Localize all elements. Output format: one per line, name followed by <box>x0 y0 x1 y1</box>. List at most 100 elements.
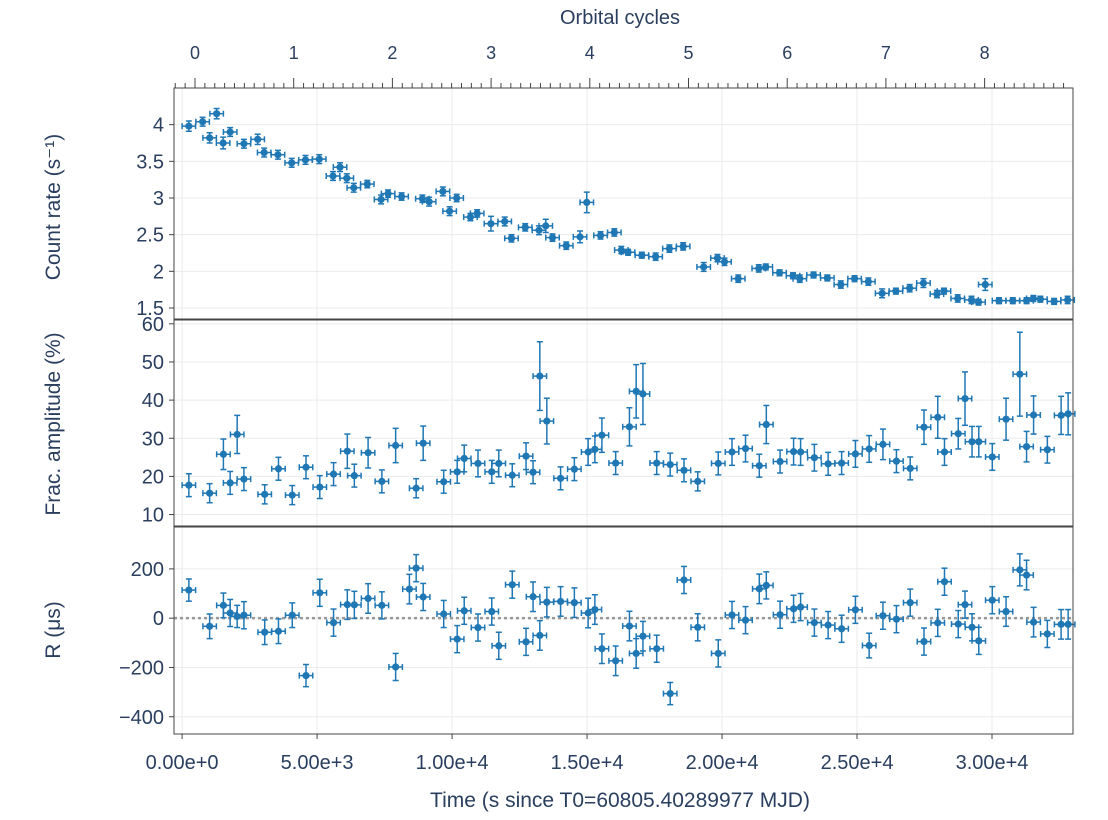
y-axis-title-count-rate: Count rate (s⁻¹) <box>42 134 65 280</box>
data-marker <box>920 423 928 431</box>
data-point-frac-amplitude <box>284 484 300 506</box>
data-marker <box>892 457 901 465</box>
data-point-frac-amplitude <box>339 433 355 470</box>
data-marker <box>412 564 420 572</box>
data-point-r-delay <box>470 613 486 642</box>
data-point-frac-amplitude <box>215 438 231 471</box>
data-point-frac-amplitude <box>847 439 863 469</box>
y-tick-label: −200 <box>119 657 164 679</box>
data-point-r-delay <box>936 567 952 597</box>
data-point-count-rate <box>902 283 918 293</box>
data-marker <box>775 269 784 277</box>
data-marker <box>612 459 620 467</box>
data-point-r-delay <box>388 652 404 682</box>
data-point-frac-amplitude <box>710 451 726 476</box>
data-marker <box>529 593 537 601</box>
data-marker <box>508 581 516 589</box>
data-point-r-delay <box>539 586 555 618</box>
data-marker <box>797 448 805 456</box>
data-marker <box>329 619 338 627</box>
data-marker <box>343 447 351 455</box>
data-marker <box>240 475 248 483</box>
data-marker <box>679 242 687 250</box>
data-point-r-delay <box>971 626 987 656</box>
data-marker <box>653 459 661 467</box>
data-point-r-delay <box>491 631 507 661</box>
data-point-frac-amplitude <box>738 434 754 463</box>
data-point-frac-amplitude <box>608 450 624 476</box>
data-marker <box>425 198 433 206</box>
x-tick-label: 0.00e+0 <box>146 752 219 774</box>
data-point-frac-amplitude <box>834 450 850 476</box>
data-point-count-rate <box>1032 295 1048 303</box>
data-marker <box>336 163 344 171</box>
data-point-count-rate <box>346 182 362 193</box>
data-marker <box>975 438 983 446</box>
data-point-frac-amplitude <box>1026 395 1042 435</box>
top-tick-label: 6 <box>782 43 792 63</box>
data-marker <box>219 450 228 458</box>
data-point-count-rate <box>860 277 876 287</box>
data-marker <box>206 622 214 630</box>
data-point-frac-amplitude <box>861 434 877 464</box>
data-point-frac-amplitude <box>690 471 706 492</box>
data-marker <box>892 615 901 623</box>
data-marker <box>961 394 969 403</box>
data-point-r-delay <box>861 632 877 659</box>
data-point-count-rate <box>256 147 272 158</box>
data-point-frac-amplitude <box>518 442 534 471</box>
data-point-r-delay <box>181 578 197 602</box>
data-point-r-delay <box>806 608 822 637</box>
data-point-r-delay <box>312 578 328 608</box>
data-marker <box>906 464 914 472</box>
data-marker <box>495 459 503 468</box>
data-marker <box>934 619 942 627</box>
data-marker <box>274 627 283 635</box>
data-point-r-delay <box>449 624 465 654</box>
data-marker <box>1043 630 1051 638</box>
data-point-r-delay <box>566 587 582 619</box>
data-point-r-delay <box>635 620 651 652</box>
data-point-frac-amplitude <box>312 474 328 500</box>
data-point-r-delay <box>875 601 891 631</box>
data-point-count-rate <box>181 120 197 133</box>
data-marker <box>988 596 996 604</box>
data-marker <box>776 457 784 466</box>
data-point-count-rate <box>874 288 890 299</box>
data-point-count-rate <box>209 107 225 120</box>
data-marker <box>440 478 448 486</box>
data-marker <box>906 599 914 607</box>
data-marker <box>302 671 310 680</box>
data-point-count-rate <box>888 287 904 295</box>
data-point-r-delay <box>834 614 850 644</box>
data-point-frac-amplitude <box>470 449 486 478</box>
data-marker <box>755 585 763 593</box>
data-marker <box>776 611 784 619</box>
data-marker <box>219 139 227 147</box>
data-point-frac-amplitude <box>936 437 952 467</box>
data-point-frac-amplitude <box>724 437 740 467</box>
data-marker <box>439 187 447 195</box>
data-marker <box>495 642 503 650</box>
data-marker <box>954 620 962 628</box>
data-point-frac-amplitude <box>532 340 548 412</box>
data-marker <box>206 134 214 142</box>
data-point-count-rate <box>579 191 595 214</box>
data-point-r-delay <box>456 596 472 626</box>
data-point-count-rate <box>531 225 547 236</box>
y-tick-label: 10 <box>142 505 164 527</box>
data-point-frac-amplitude <box>984 442 1000 472</box>
data-marker <box>543 417 551 425</box>
data-marker <box>329 172 337 180</box>
data-point-count-rate <box>339 173 355 184</box>
data-point-r-delay <box>902 588 918 617</box>
y-tick-label: 20 <box>142 466 164 488</box>
data-point-frac-amplitude <box>1012 331 1028 417</box>
data-point-count-rate <box>215 136 231 150</box>
data-marker <box>666 689 674 698</box>
data-marker <box>1016 370 1024 378</box>
data-point-r-delay <box>847 595 863 625</box>
data-marker <box>301 156 310 164</box>
data-point-count-rate <box>833 280 849 289</box>
